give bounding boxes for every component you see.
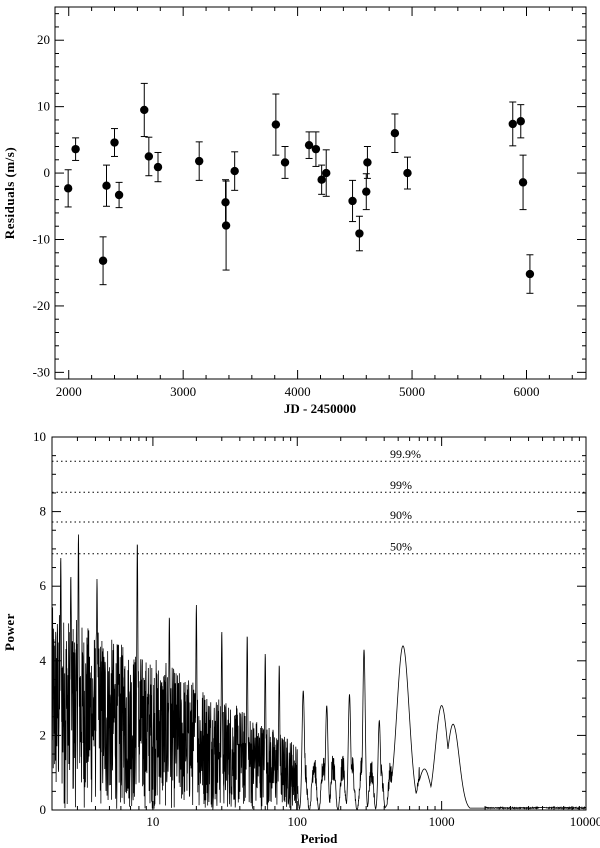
data-point — [144, 152, 154, 161]
periodogram-ticks — [51, 436, 587, 811]
data-point — [322, 168, 331, 178]
data-point — [518, 178, 528, 187]
data-point — [516, 117, 525, 126]
data-point — [311, 144, 321, 154]
x-tick-label: 5000 — [399, 384, 425, 399]
data-point — [280, 158, 290, 167]
data-point — [63, 184, 73, 193]
y-tick-label: 20 — [37, 32, 50, 47]
y-tick-label: 10 — [37, 99, 50, 114]
data-point — [525, 269, 535, 279]
x-tick-label: 4000 — [285, 384, 311, 399]
x-tick-label: 3000 — [170, 384, 196, 399]
data-point — [114, 190, 124, 200]
data-point — [362, 187, 371, 196]
residuals-panel: 2000 3000 4000 5000 6000 -30 -20 -10 0 10 20 JD - … — [2, 6, 587, 416]
data-point — [508, 119, 517, 129]
y-tick-label: -10 — [33, 232, 50, 247]
data-point — [221, 221, 231, 230]
fap-level-label: 99.9% — [390, 447, 421, 461]
data-point — [363, 158, 372, 167]
periodogram-x-axis-label: Period — [301, 831, 339, 846]
y-tick-label: 6 — [40, 578, 47, 593]
data-point — [304, 140, 314, 150]
x-tick-label: 10000 — [570, 814, 600, 829]
fap-level-label: 99% — [390, 478, 412, 492]
y-tick-label: 0 — [44, 165, 51, 180]
y-tick-label: 4 — [40, 653, 47, 668]
data-point — [403, 168, 412, 178]
y-tick-label: 0 — [40, 802, 47, 817]
data-point — [194, 156, 204, 166]
data-point — [110, 138, 119, 147]
x-tick-label: 2000 — [56, 384, 82, 399]
x-tick-label: 10 — [146, 814, 159, 829]
residuals-y-axis-label: Residuals (m/s) — [2, 147, 17, 239]
data-point — [348, 196, 357, 206]
y-tick-label: -30 — [33, 364, 50, 379]
periodogram-curve — [51, 534, 587, 811]
data-point — [221, 198, 230, 207]
data-point — [98, 256, 108, 265]
data-point — [317, 175, 326, 184]
residuals-tick-labels: 2000 3000 4000 5000 6000 -30 -20 -10 0 10 20 — [33, 32, 540, 399]
residuals-plot-frame — [54, 6, 587, 380]
x-tick-label: 1000 — [429, 814, 455, 829]
fap-level-label: 90% — [390, 508, 412, 522]
periodogram-panel: 99.9% 99% 90% 50% 10 100 1000 10000 0 2 4 6 8 10 Per… — [2, 429, 600, 846]
data-point — [153, 162, 163, 172]
residuals-x-axis-label: JD - 2450000 — [284, 401, 356, 416]
fap-levels: 99.9% 99% 90% 50% — [52, 447, 586, 555]
y-tick-label: 8 — [40, 504, 47, 519]
data-point — [140, 105, 149, 115]
data-point — [390, 129, 400, 138]
x-tick-label: 100 — [288, 814, 308, 829]
periodogram-tick-labels: 10 100 1000 10000 0 2 4 6 8 10 — [33, 429, 600, 829]
y-tick-label: -20 — [33, 298, 50, 313]
data-point — [230, 166, 239, 176]
periodogram-curve-group — [51, 534, 587, 811]
data-point — [71, 144, 80, 154]
fap-level-label: 50% — [390, 540, 412, 554]
x-tick-label: 6000 — [513, 384, 539, 399]
residuals-points — [63, 82, 535, 294]
residuals-ticks — [55, 7, 586, 379]
data-point — [102, 181, 111, 190]
periodogram-y-axis-label: Power — [2, 613, 17, 651]
data-point — [355, 229, 364, 238]
y-tick-label: 10 — [33, 429, 46, 444]
y-tick-label: 2 — [40, 727, 47, 742]
data-point — [271, 120, 281, 129]
